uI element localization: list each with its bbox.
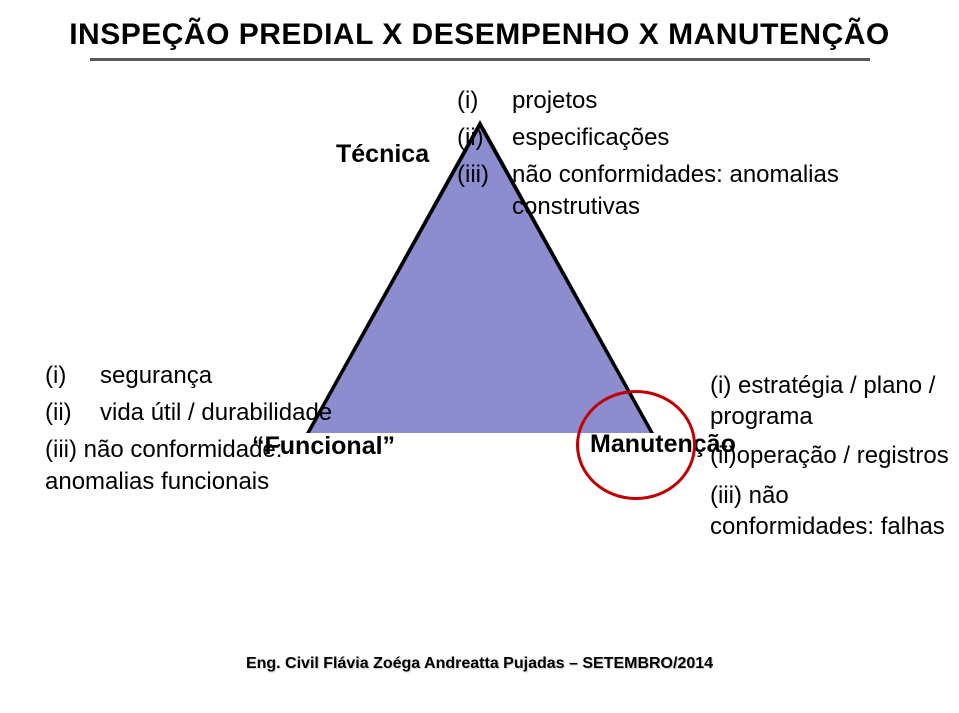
list-text: especificações [512,122,897,153]
list-marker: (i) [457,85,512,116]
funcional-list: (i) segurança (ii) vida útil / durabilid… [45,360,335,497]
list-item: (iii) não conformidades: anomalias const… [457,159,897,221]
list-text: projetos [512,85,897,116]
list-text: vida útil / durabilidade [100,397,335,428]
page-title: INSPEÇÃO PREDIAL X DESEMPENHO X MANUTENÇ… [69,18,890,52]
list-marker: (ii) [457,122,512,153]
manutencao-list: (i) estratégia / plano / programa (ii)op… [710,370,950,542]
list-text: não conformidades: anomalias construtiva… [512,159,897,221]
list-item: (iii) não conformidades: falhas [710,480,950,542]
footer: Eng. Civil Flávia Zoéga Andreatta Pujada… [0,655,959,673]
list-item: (i) estratégia / plano / programa [710,370,950,432]
list-item: (ii) vida útil / durabilidade [45,397,335,428]
highlight-circle [576,390,696,500]
list-item: (ii)operação / registros [710,440,950,471]
list-item: (i) segurança [45,360,335,391]
title-underline [90,58,870,61]
list-item: (i) projetos [457,85,897,116]
list-marker: (i) [45,360,100,391]
list-marker: (ii) [45,397,100,428]
tecnica-list: (i) projetos (ii) especificações (iii) n… [457,85,897,228]
list-text: segurança [100,360,335,391]
list-item: (ii) especificações [457,122,897,153]
title-block: INSPEÇÃO PREDIAL X DESEMPENHO X MANUTENÇ… [0,0,959,61]
vertex-tecnica: Técnica [336,140,429,169]
list-marker: (iii) [457,159,512,221]
list-tail: (iii) não conformidade: anomalias funcio… [45,434,335,496]
